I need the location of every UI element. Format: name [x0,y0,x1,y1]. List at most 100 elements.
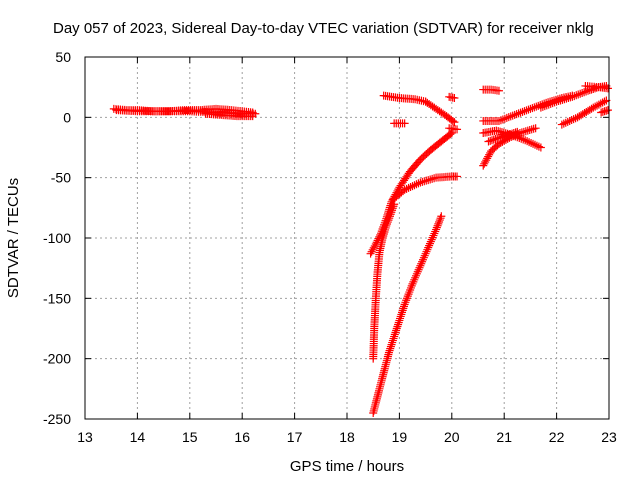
data-point [504,130,513,139]
data-point [568,92,577,101]
data-point [450,118,459,127]
data-point [435,217,444,226]
data-point [414,179,423,188]
data-point [426,237,435,246]
data-point [598,107,607,116]
data-point [534,142,543,151]
data-point [518,107,527,116]
chart-title: Day 057 of 2023, Sidereal Day-to-day VTE… [53,20,594,37]
data-point [525,138,534,147]
y-axis-label: SDTVAR / TECUs [5,178,22,298]
data-point [435,216,444,225]
data-point [493,134,502,143]
data-point [422,176,431,185]
data-point [527,138,536,147]
data-point [420,177,429,186]
data-point [406,283,415,292]
data-point [564,94,573,103]
data-point [401,298,410,307]
data-point [498,115,507,124]
data-point [430,229,439,238]
data-point [412,180,421,189]
y-tick-label: -50 [51,170,71,186]
x-tick-label: 19 [392,429,408,445]
data-point [566,93,575,102]
data-point [542,101,551,110]
data-point [578,89,587,98]
data-point [480,159,489,168]
data-point [511,128,520,137]
data-point [412,269,421,278]
data-point [510,110,519,119]
data-point [424,243,433,252]
data-point [484,152,493,161]
data-point [491,135,500,144]
data-point [482,156,491,165]
data-point [453,125,462,134]
data-point [396,312,405,321]
data-point [248,112,257,121]
data-point [386,342,395,351]
x-tick-label: 13 [77,429,93,445]
data-point [500,136,509,145]
data-point [481,157,490,166]
data-point [563,117,572,126]
data-point [402,184,411,193]
data-point [500,132,509,141]
data-point [582,87,591,96]
data-point [536,103,545,112]
data-point [600,107,609,116]
series-trace [581,81,612,93]
data-point [484,137,493,146]
data-point [558,95,567,104]
data-point [403,292,412,301]
data-point [432,223,441,232]
data-point [565,116,574,125]
data-point [529,139,538,148]
data-point [559,119,568,128]
data-point [437,212,446,221]
data-point [399,302,408,311]
data-point [431,227,440,236]
series-trace [445,92,459,103]
data-point [502,113,511,122]
data-point [561,118,570,127]
data-point [570,92,579,101]
data-point [415,263,424,272]
data-point [414,265,423,274]
data-point [572,91,581,100]
data-point [396,314,405,323]
data-point [407,281,416,290]
data-point [450,94,459,103]
data-point [416,178,425,187]
data-point [574,90,583,99]
data-point [447,129,456,138]
x-tick-label: 21 [496,429,512,445]
data-point [576,89,585,98]
data-point [424,176,433,185]
data-point [548,99,557,108]
data-point [432,225,441,234]
data-point [394,320,403,329]
data-point [528,104,537,113]
series-trace [479,124,540,170]
data-point [429,231,438,240]
data-point [418,177,427,186]
data-point [550,98,559,107]
data-point [483,154,492,163]
data-point [540,102,549,111]
data-point [486,136,495,145]
data-point [405,288,414,297]
data-point [416,261,425,270]
data-point [374,234,383,243]
data-point [600,97,609,106]
data-point [421,249,430,258]
x-tick-label: 18 [339,429,355,445]
data-point [404,290,413,299]
data-point [400,119,409,128]
data-point [402,296,411,305]
data-point [394,318,403,327]
data-point [410,181,419,190]
data-point [524,105,533,114]
data-point [523,137,532,146]
